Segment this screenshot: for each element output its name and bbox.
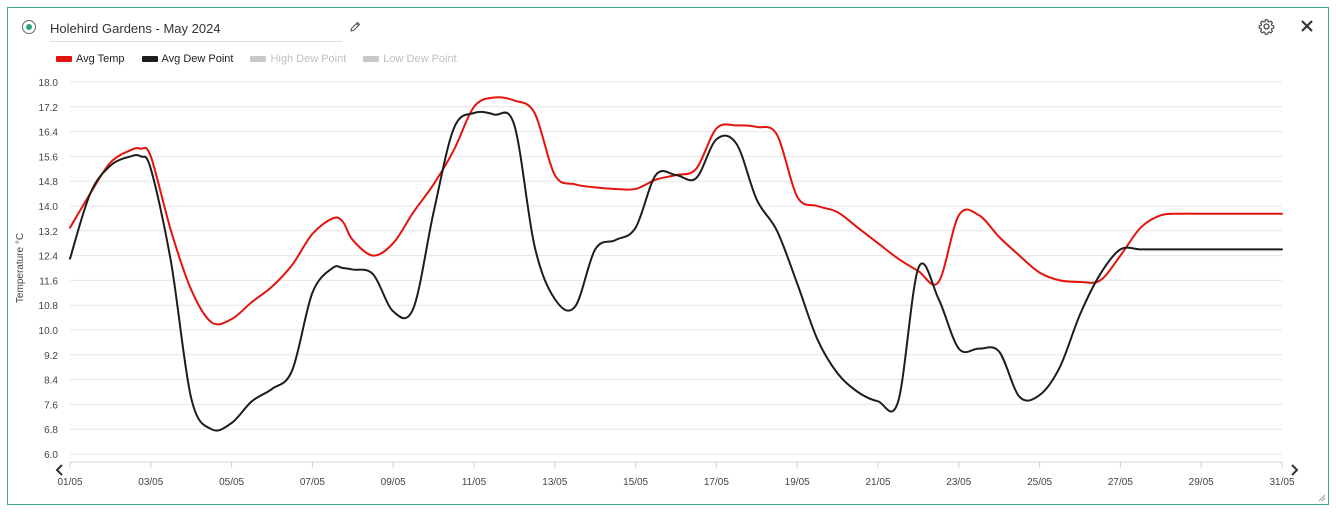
chevron-right-icon[interactable] [1288, 463, 1300, 477]
x-tick-label: 31/05 [1269, 477, 1294, 488]
chart-legend: Avg Temp Avg Dew Point High Dew Point Lo… [56, 51, 474, 67]
legend-swatch [56, 56, 72, 62]
y-tick-label: 11.6 [39, 276, 58, 287]
x-tick-label: 23/05 [946, 477, 971, 488]
y-tick-label: 8.4 [44, 376, 58, 387]
legend-item-high-dew-point[interactable]: High Dew Point [250, 53, 346, 65]
x-tick-label: 01/05 [57, 477, 82, 488]
legend-label: High Dew Point [270, 53, 347, 65]
legend-item-avg-temp[interactable]: Avg Temp [56, 53, 125, 65]
chevron-left-icon[interactable] [54, 463, 66, 477]
y-tick-label: 12.4 [39, 252, 59, 263]
y-tick-label: 17.2 [39, 103, 59, 114]
legend-label: Avg Dew Point [161, 53, 234, 65]
y-tick-label: 13.2 [39, 227, 59, 238]
title-text: Holehird Gardens - May 2024 [50, 21, 221, 36]
legend-label: Low Dew Point [383, 53, 457, 65]
series-line-avg-dew-point [69, 110, 1283, 432]
y-tick-label: 14.8 [39, 177, 59, 188]
x-tick-label: 19/05 [785, 477, 810, 488]
legend-swatch [141, 56, 158, 62]
gear-icon[interactable] [1258, 18, 1275, 35]
chart-panel: Holehird Gardens - May 2024 Avg Temp Avg… [7, 7, 1329, 505]
y-tick-label: 14.0 [39, 202, 59, 213]
x-tick-label: 21/05 [865, 477, 890, 488]
y-tick-label: 18.0 [39, 78, 59, 89]
y-tick-label: 6.8 [44, 425, 58, 436]
legend-swatch [250, 56, 267, 62]
legend-item-avg-dew-point[interactable]: Avg Dew Point [141, 53, 234, 65]
status-indicator [26, 24, 32, 30]
x-tick-label: 11/05 [462, 477, 487, 488]
x-tick-label: 15/05 [623, 477, 648, 488]
y-axis-label: Temperature °C [15, 233, 26, 303]
x-tick-label: 03/05 [138, 477, 163, 488]
series-line-avg-temp [69, 96, 1283, 326]
x-tick-label: 05/05 [219, 477, 244, 488]
resize-grip-icon[interactable] [1318, 494, 1326, 502]
close-icon[interactable] [1300, 19, 1314, 33]
y-tick-label: 16.4 [39, 128, 59, 139]
y-tick-label: 15.6 [39, 152, 59, 163]
y-tick-label: 10.8 [39, 301, 59, 312]
x-tick-label: 25/05 [1027, 477, 1052, 488]
title-field[interactable]: Holehird Gardens - May 2024 [50, 18, 342, 42]
y-tick-label: 7.6 [44, 400, 58, 411]
x-tick-label: 13/05 [542, 477, 567, 488]
legend-label: Avg Temp [76, 53, 125, 65]
legend-swatch [363, 56, 380, 62]
x-tick-label: 29/05 [1189, 477, 1214, 488]
y-tick-label: 9.2 [44, 351, 58, 362]
legend-item-low-dew-point[interactable]: Low Dew Point [363, 53, 457, 65]
y-tick-label: 10.0 [39, 326, 59, 337]
chart-plot: 18.0 17.2 16.4 15.6 14.8 14.0 13.2 12.4 11.6 10.8… [15, 78, 1295, 488]
radio-dot-icon[interactable] [22, 20, 36, 34]
x-tick-label: 07/05 [300, 477, 325, 488]
x-tick-label: 17/05 [704, 477, 729, 488]
y-tick-label: 6.0 [44, 450, 58, 461]
x-tick-label: 27/05 [1108, 477, 1133, 488]
pencil-icon[interactable] [348, 20, 362, 34]
x-tick-label: 09/05 [381, 477, 406, 488]
panel-header: Holehird Gardens - May 2024 [8, 8, 1328, 48]
